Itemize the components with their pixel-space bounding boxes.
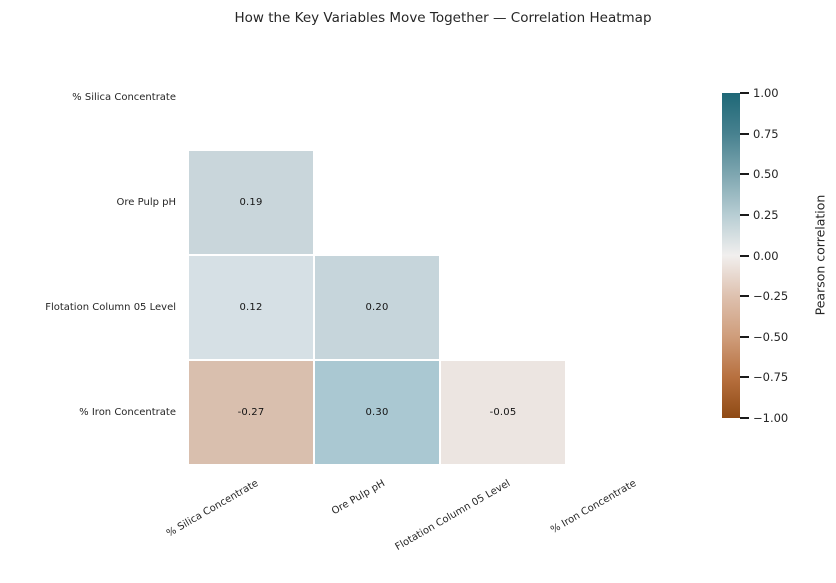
colorbar-tick-label: 0.00 bbox=[753, 248, 779, 263]
colorbar-tick-mark bbox=[740, 213, 749, 216]
colorbar-tick-mark bbox=[740, 254, 749, 257]
cell-value-annotation: 0.12 bbox=[239, 302, 263, 313]
colorbar-gradient bbox=[722, 93, 740, 418]
heatmap-grid: 0.19 0.12 0.20 -0.27 0.30 -0.05 bbox=[188, 45, 692, 465]
heatmap-cell: 0.12 bbox=[188, 255, 314, 360]
y-tick-label: % Silica Concentrate bbox=[72, 92, 176, 103]
colorbar-tick-label: 0.25 bbox=[753, 207, 779, 222]
cell-value-annotation: -0.27 bbox=[237, 407, 265, 418]
colorbar-tick-label: −0.50 bbox=[753, 329, 789, 344]
colorbar-tick-label: −0.25 bbox=[753, 289, 789, 304]
colorbar-tick-mark bbox=[740, 417, 749, 419]
cell-value-annotation: -0.05 bbox=[489, 407, 517, 418]
x-tick-label-anchor: % Iron Concentrate bbox=[373, 471, 638, 536]
heatmap-cell: 0.19 bbox=[188, 150, 314, 255]
heatmap-cell: 0.20 bbox=[314, 255, 440, 360]
heatmap-cell: 0.30 bbox=[314, 360, 440, 465]
x-tick-label: % Iron Concentrate bbox=[549, 478, 639, 536]
chart-title: How the Key Variables Move Together — Co… bbox=[234, 10, 652, 26]
colorbar-axis-label: Pearson correlation bbox=[812, 194, 828, 316]
colorbar-tick-label: 0.50 bbox=[753, 167, 779, 182]
y-tick-label: Ore Pulp pH bbox=[116, 197, 176, 208]
colorbar-tick-label: −1.00 bbox=[753, 411, 789, 425]
colorbar-tick-mark bbox=[740, 173, 749, 176]
heatmap-cell: -0.05 bbox=[440, 360, 566, 465]
cell-value-annotation: 0.19 bbox=[239, 197, 263, 208]
cell-value-annotation: 0.20 bbox=[365, 302, 389, 313]
colorbar-tick-mark bbox=[740, 92, 749, 94]
colorbar-tick-mark bbox=[740, 295, 749, 298]
y-tick-label: Flotation Column 05 Level bbox=[45, 302, 176, 313]
colorbar-tick-mark bbox=[740, 376, 749, 379]
cell-value-annotation: 0.30 bbox=[365, 407, 389, 418]
colorbar-tick-label: 0.75 bbox=[753, 126, 779, 141]
colorbar-tick-label: −0.75 bbox=[753, 370, 789, 385]
y-tick-label: % Iron Concentrate bbox=[79, 407, 176, 418]
colorbar-tick-mark bbox=[740, 335, 749, 338]
colorbar-tick-label: 1.00 bbox=[753, 86, 779, 100]
colorbar-tick-mark bbox=[740, 132, 749, 135]
heatmap-cell: -0.27 bbox=[188, 360, 314, 465]
